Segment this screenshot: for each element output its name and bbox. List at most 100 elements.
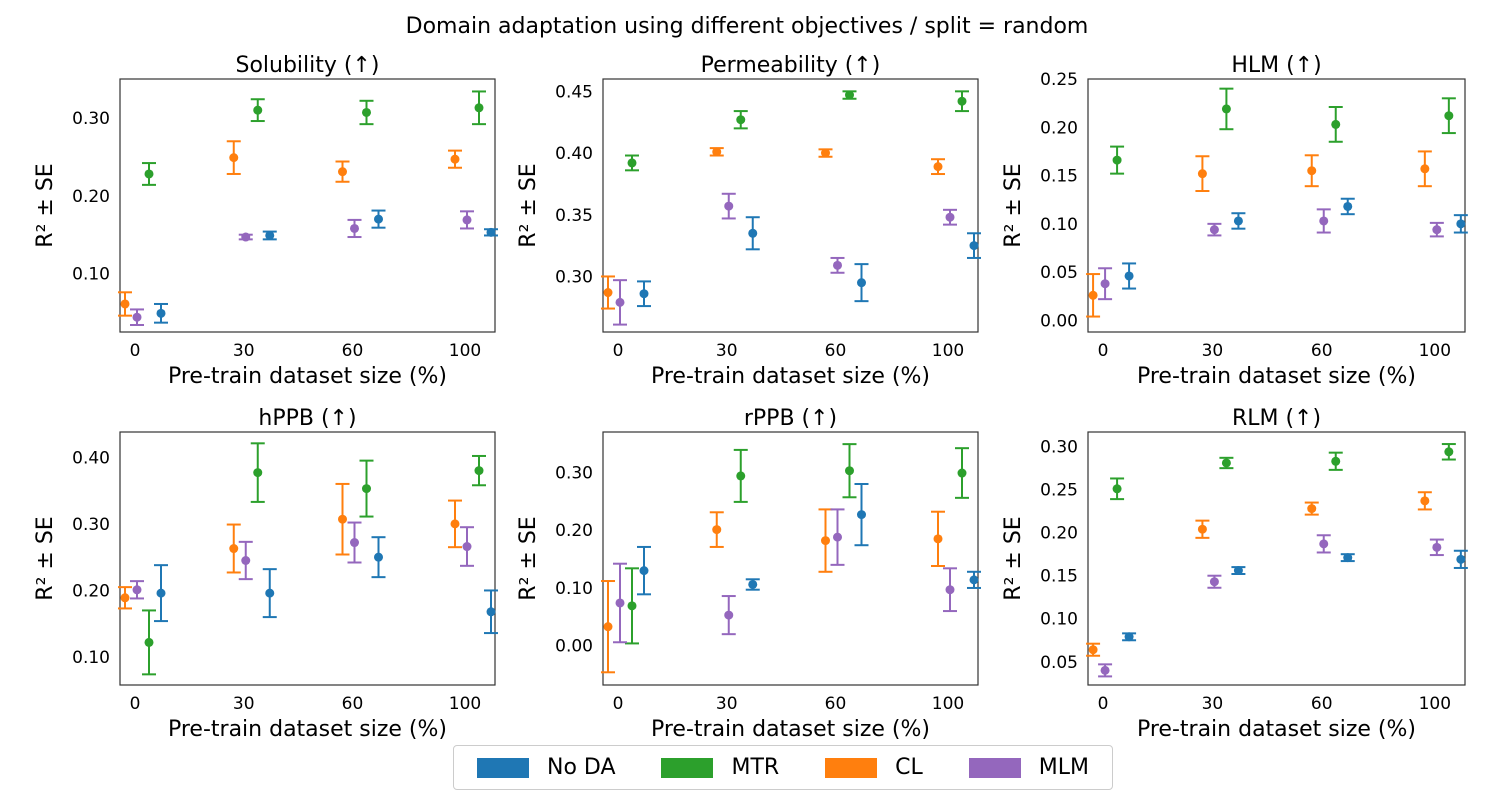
data-point [1343,201,1353,211]
data-point [712,525,722,535]
x-axis-label: Pre-train dataset size (%) [1137,717,1416,742]
series-no-da [1122,549,1468,642]
legend-swatch-mlm [968,757,1021,778]
data-point [265,230,275,240]
series-cl [1086,150,1432,318]
y-tick-label: 0.00 [1040,311,1078,331]
series-no-da [1122,197,1468,290]
legend-swatch-no-da [476,757,529,778]
data-point [1444,447,1454,457]
data-point [1456,219,1466,229]
data-point [229,544,239,554]
x-tick-label: 100 [449,341,481,361]
series-mtr [625,90,969,172]
data-point [969,241,979,251]
data-point [1319,216,1329,226]
legend-label-no-da: No DA [546,755,616,780]
y-tick-label: 0.10 [72,648,110,668]
series-mlm [130,521,474,600]
y-tick-label: 0.20 [72,187,110,207]
data-point [362,484,371,494]
data-point [639,566,649,576]
axes-frame [602,78,979,333]
figure-title: Domain adaptation using different object… [406,14,1089,39]
x-tick-label: 0 [130,341,141,361]
data-point [1420,496,1430,506]
data-point [969,575,979,585]
data-point [1319,539,1329,549]
data-point [627,601,637,611]
x-tick-label: 30 [716,694,738,714]
y-tick-label: 0.20 [72,581,110,601]
data-point [712,147,722,157]
y-tick-label: 0.15 [1040,167,1078,187]
data-point [241,232,251,242]
x-axis-label: Pre-train dataset size (%) [1137,364,1416,389]
series-mlm [613,508,957,644]
x-tick-label: 100 [1419,694,1451,714]
data-point [120,299,130,309]
panel-title: Solubility (↑) [235,53,379,78]
data-point [945,585,955,595]
legend-swatch-mtr [661,757,714,778]
legend-swatch-cl [825,757,878,778]
panel-rppb: rPPB (↑) 0.00 0.10 0.20 0.30 0 30 60 100Pre-trai… [516,406,981,742]
y-tick-label: 0.00 [555,637,593,657]
data-point [374,214,383,224]
y-tick-label: 0.10 [72,265,110,285]
x-tick-label: 30 [233,694,255,714]
data-point [603,622,613,632]
x-tick-label: 100 [449,694,481,714]
y-tick-label: 0.10 [1040,215,1078,235]
legend-label-mlm: MLM [1038,755,1089,780]
data-point [1221,104,1231,114]
panel-title: Permeability (↑) [701,53,881,78]
x-tick-label: 0 [130,694,141,714]
series-mtr [142,442,486,676]
x-tick-label: 30 [716,341,738,361]
series-no-da [637,482,981,596]
legend-item-cl: CL [825,755,923,780]
data-point [1420,164,1430,174]
y-tick-label: 0.40 [72,448,110,468]
series-mtr [1110,443,1456,501]
y-axis-label: R² ± SE [1001,163,1026,247]
series-cl [1086,491,1432,657]
series-mtr [1110,87,1456,175]
y-tick-label: 0.30 [72,109,110,129]
data-point [1197,524,1207,534]
x-tick-label: 60 [1311,341,1333,361]
data-point [450,154,460,164]
y-tick-label: 0.20 [555,521,593,541]
data-point [833,260,842,270]
data-point [229,153,239,163]
panel-rlm: RLM (↑) 0.05 0.10 0.15 0.20 0.25 0.30 0 30 60 100P… [1001,406,1468,742]
data-point [132,312,142,322]
data-point [1088,645,1098,655]
panel-solubility: Solubility (↑) 0.10 0.20 0.30 0 30 60 100Pre-tr… [33,53,498,389]
data-point [462,215,472,225]
y-tick-label: 0.25 [1040,70,1078,90]
data-point [957,468,967,478]
x-tick-label: 0 [1098,694,1109,714]
series-mtr [625,443,969,645]
x-tick-label: 60 [1311,694,1333,714]
data-point [1456,554,1466,564]
data-point [450,519,460,529]
x-tick-label: 100 [1419,341,1451,361]
data-point [615,297,625,307]
data-point [156,588,166,598]
data-point [486,607,496,617]
x-tick-label: 60 [825,341,847,361]
x-tick-label: 0 [1098,341,1109,361]
data-point [1221,458,1231,468]
data-point [156,308,166,318]
data-point [1124,632,1134,642]
series-cl [118,140,462,317]
x-tick-label: 100 [932,694,964,714]
series-mlm [130,210,474,326]
data-point [120,593,130,603]
data-point [1197,169,1207,179]
